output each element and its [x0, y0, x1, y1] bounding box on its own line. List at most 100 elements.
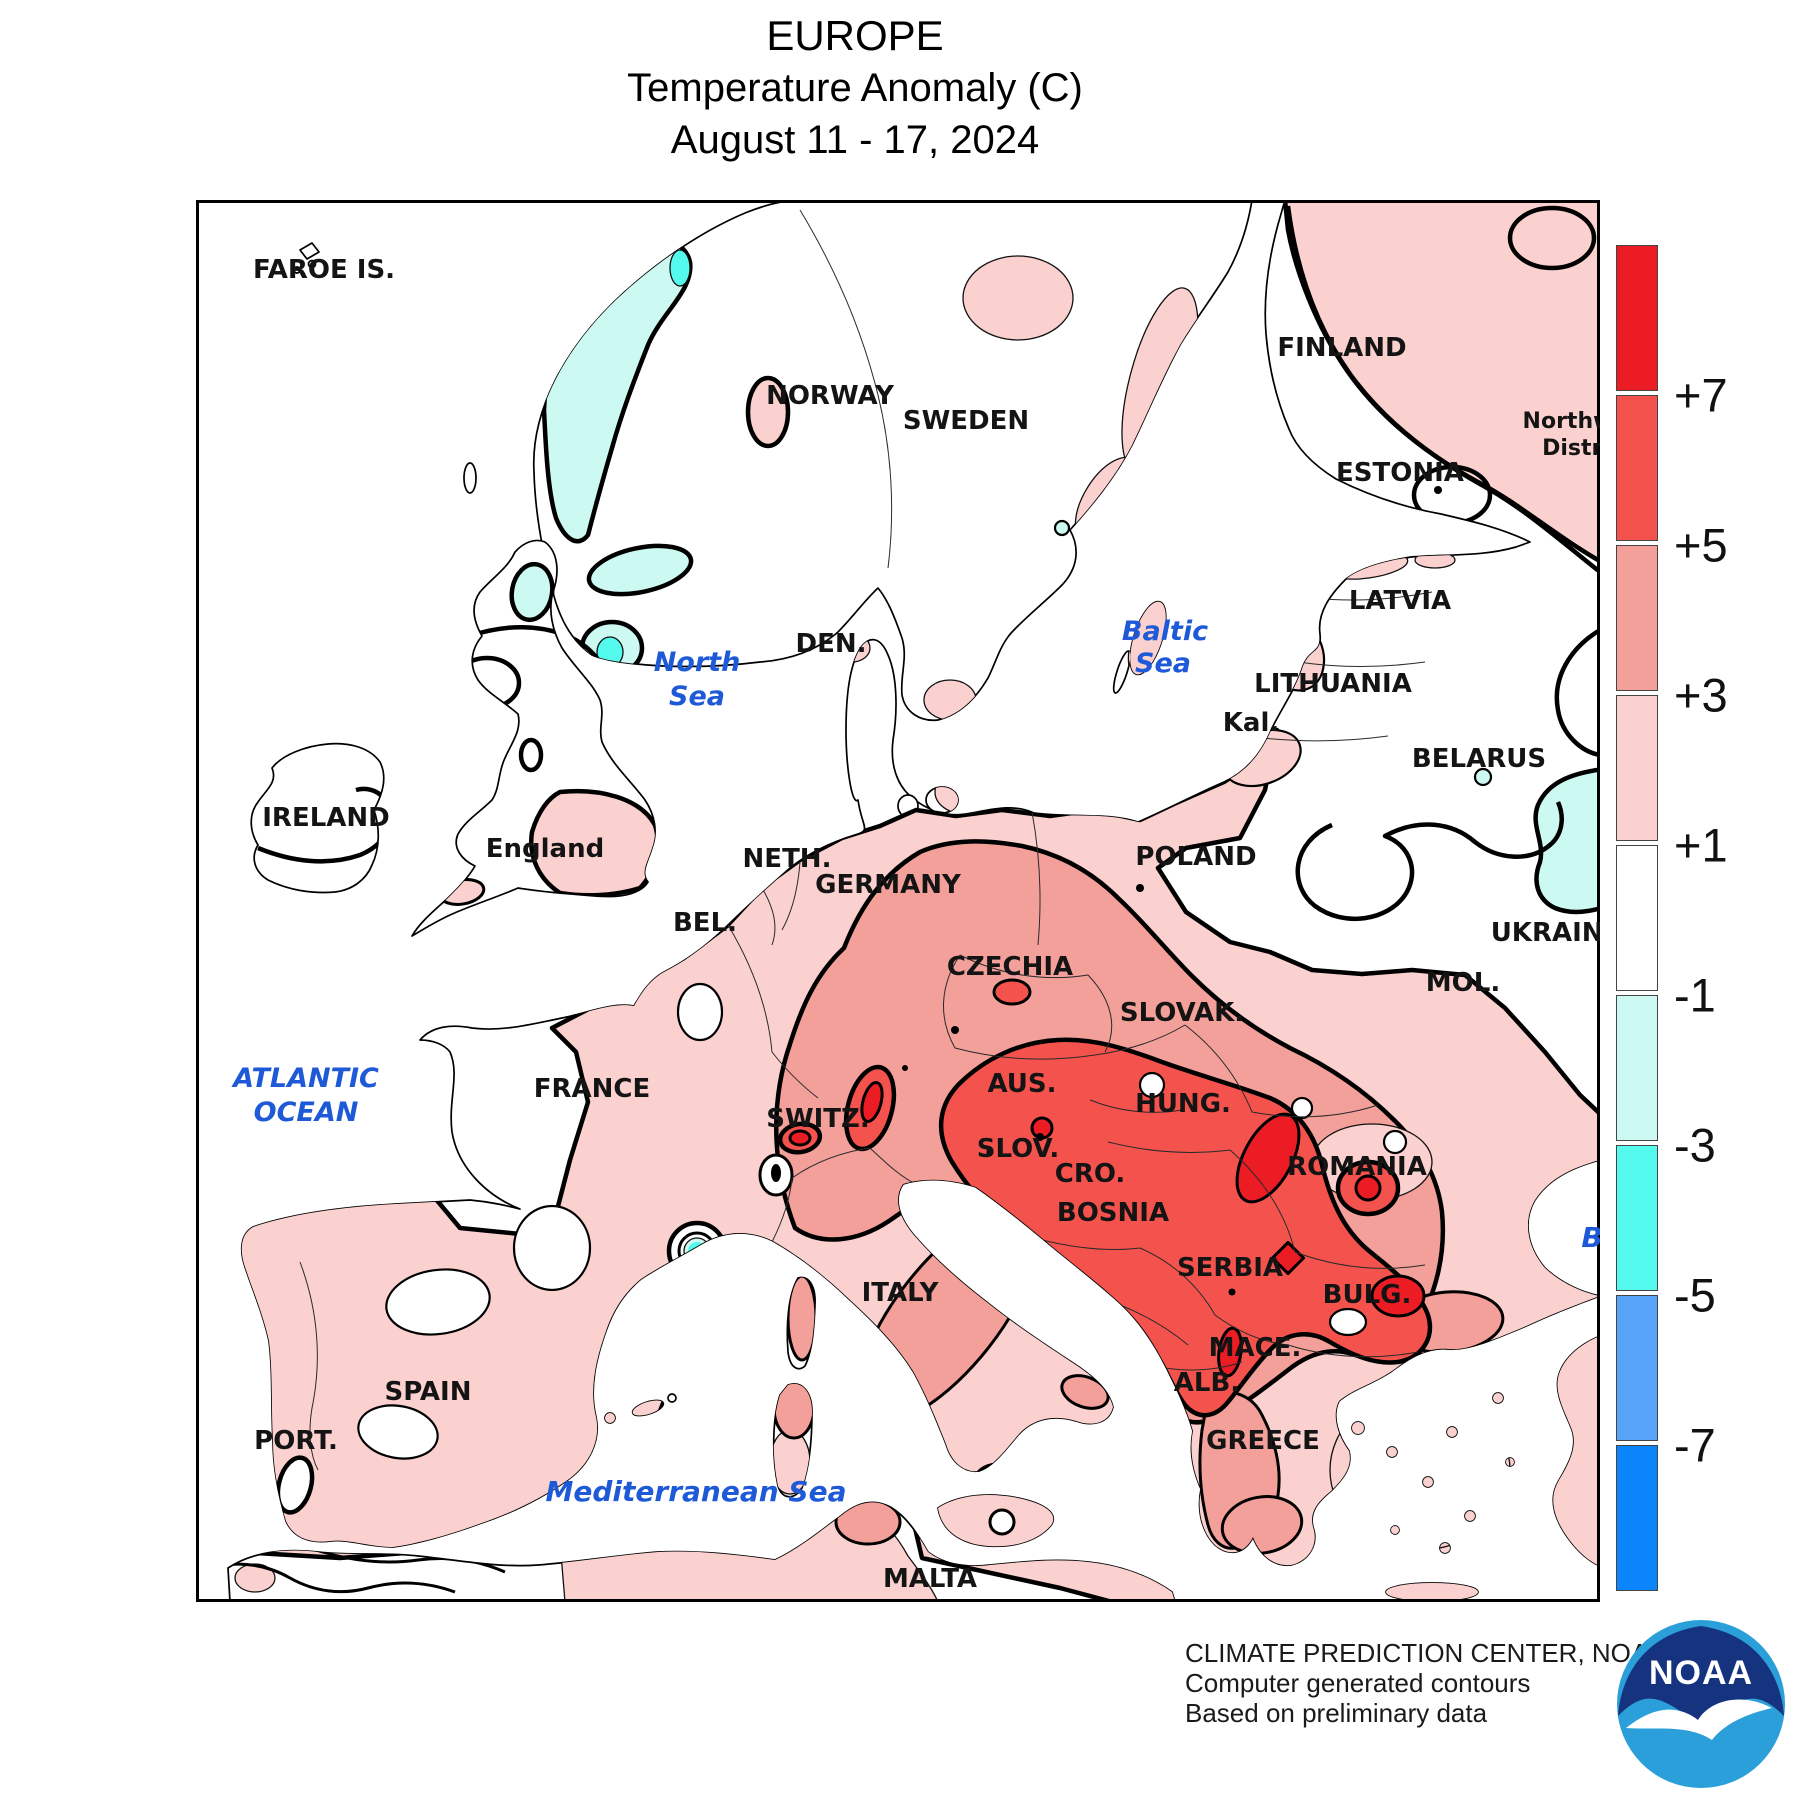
blob-pink-denmark-tip [833, 633, 871, 663]
ring-sicily [988, 1508, 1016, 1536]
blob-pink-england [529, 788, 660, 898]
label-northwestern-district-line1: Northw [1523, 409, 1600, 434]
hole-spain-1 [385, 1268, 491, 1336]
island-faroe-2 [307, 259, 317, 269]
legend-tick-minus5: -5 [1674, 1268, 1716, 1322]
blob-pink-aegean [1329, 1389, 1511, 1551]
contour-africa-1 [196, 1562, 456, 1594]
label-portugal: PORT. [254, 1426, 338, 1456]
region-plus3-tunisia [834, 1498, 902, 1546]
region-plus7-hungary-serbia [1235, 1112, 1301, 1204]
label-germany: GERMANY [815, 870, 962, 900]
attribution-note: Based on preliminary data [1185, 1698, 1488, 1728]
legend-seg-m1to3 [1616, 995, 1658, 1141]
ring-norway-pink [745, 375, 791, 449]
region-minus1-belarus-dot [1473, 767, 1493, 787]
label-albania: ALB. [1174, 1368, 1240, 1398]
blob-pink-northeast [1507, 205, 1597, 271]
alps-black-spot [771, 1164, 781, 1182]
label-finland: FINLAND [1277, 333, 1406, 363]
contour-ireland-1 [257, 786, 394, 864]
label-sweden: SWEDEN [903, 406, 1029, 436]
label-baltic-sea-line2: Sea [1135, 648, 1191, 679]
label-ireland: IRELAND [262, 803, 390, 833]
attribution-source: CLIMATE PREDICTION CENTER, NOAA [1185, 1638, 1666, 1668]
island-faroe-3 [293, 266, 301, 274]
legend-tick-plus1: +1 [1674, 818, 1728, 872]
label-faroe-islands: FAROE IS. [253, 255, 395, 285]
label-black-sea-partial: B [1581, 1221, 1600, 1254]
region-plus3-puglia [1060, 1374, 1110, 1410]
catalonia-bullseye [666, 1220, 728, 1282]
legend-seg-below7 [1616, 1445, 1658, 1591]
map-subtitle: Temperature Anomaly (C) [627, 66, 1083, 110]
legend-seg-m5to7 [1616, 1295, 1658, 1441]
region-plus7-alps2 [788, 1129, 812, 1147]
map-dots [327, 235, 1442, 1296]
hole-italy-mid [833, 1384, 877, 1420]
legend-tick-plus7: +7 [1674, 368, 1728, 422]
island-menorca [667, 1393, 677, 1403]
island-shetland [463, 462, 477, 494]
bullseye-bright-cyan [688, 1242, 706, 1260]
region-minus1-norway-mid [586, 543, 694, 597]
ring-portugal [275, 1455, 315, 1515]
blob-pink-england-sw [438, 878, 486, 906]
label-belgium: BEL. [673, 908, 737, 938]
map-date-range: August 11 - 17, 2024 [670, 118, 1040, 162]
hole-italy-south [873, 1428, 937, 1476]
blob-pink-sweden-north [962, 255, 1074, 341]
blob-pink-estonia-coast [1327, 552, 1409, 580]
label-greece: GREECE [1206, 1426, 1320, 1456]
europe-anomaly-map: FAROE IS. NORWAY SWEDEN FINLAND ESTONIA … [196, 200, 1600, 1602]
region-minus3-norway-1 [669, 249, 691, 287]
label-kaliningrad: Kal. [1223, 708, 1279, 738]
label-hungary: HUNG. [1135, 1089, 1231, 1119]
label-estonia: ESTONIA [1336, 458, 1464, 488]
label-bulgaria: BULG. [1323, 1280, 1412, 1310]
blob-pink-estonia-coast2 [1414, 551, 1456, 569]
region-plus5-czechia [992, 978, 1032, 1006]
island-faroe [299, 242, 320, 260]
label-slovakia: SLOVAK. [1120, 998, 1244, 1028]
attribution-method: Computer generated contours [1185, 1668, 1531, 1698]
region-plus7 [788, 1081, 1426, 1378]
blob-pink-riga [1258, 612, 1326, 692]
label-czechia: CZECHIA [947, 952, 1073, 982]
label-ukraine: UKRAINE [1491, 918, 1600, 948]
contour-russia-loop [1554, 628, 1600, 758]
hole-romania-2 [1382, 1129, 1408, 1155]
anomaly-fields [196, 200, 1600, 1602]
blob-pink-scania [923, 679, 977, 721]
hole-france-massif [676, 982, 724, 1042]
label-poland: POLAND [1135, 842, 1256, 872]
legend-seg-5to7 [1616, 395, 1658, 541]
region-minus [509, 234, 1600, 915]
blob-pink-gotland [1127, 598, 1169, 678]
label-croatia: CRO. [1055, 1159, 1126, 1189]
label-serbia: SERBIA [1177, 1253, 1283, 1283]
region-minus3-norway-2 [596, 636, 624, 668]
contour-africa-2 [309, 1546, 506, 1574]
label-northwestern-district-line2: Distri [1542, 436, 1600, 461]
label-lithuania: LITHUANIA [1254, 669, 1412, 699]
noaa-logo-text: NOAA [1649, 1654, 1753, 1692]
noaa-logo: NOAA [1617, 1620, 1785, 1788]
legend-seg-3to5 [1616, 545, 1658, 691]
label-switzerland: SWITZ. [766, 1104, 870, 1134]
hole-austria-hungary [1138, 1071, 1166, 1099]
label-spain: SPAIN [385, 1377, 472, 1407]
label-macedonia: MACE. [1209, 1333, 1302, 1363]
label-england: England [486, 834, 604, 864]
legend-tick-minus3: -3 [1674, 1118, 1716, 1172]
thick-contours [196, 205, 1600, 1594]
white-holes-on-red [758, 1071, 1408, 1536]
region-plus3-calabria [973, 1462, 1011, 1494]
noaa-logo-fan [1618, 1626, 1784, 1724]
region-plus3-sardinia-n [772, 1376, 816, 1440]
legend-seg-1to3 [1616, 695, 1658, 841]
label-atlantic-line2: OCEAN [254, 1097, 359, 1128]
contour-scotland-line [469, 625, 615, 689]
label-north-sea-line2: Sea [669, 681, 725, 712]
label-moldova: MOL. [1426, 968, 1500, 998]
